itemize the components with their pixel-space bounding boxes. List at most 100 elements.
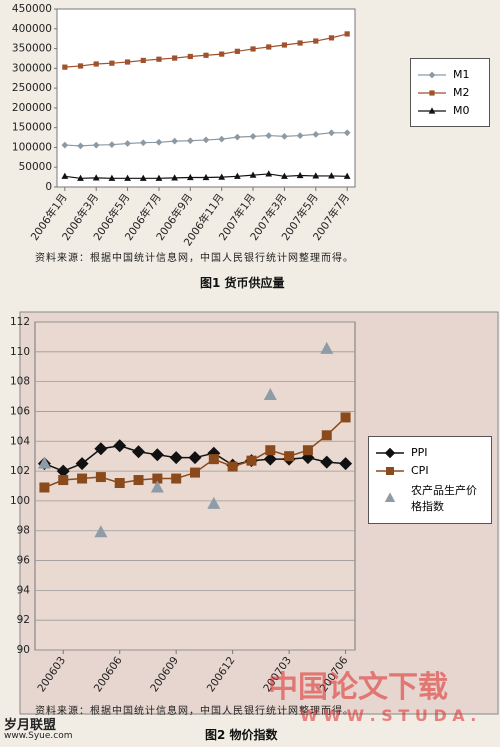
y-tick-label: 450000 — [12, 3, 52, 15]
plot-area — [56, 8, 356, 188]
y-tick-label: 108 — [10, 376, 30, 388]
marker — [62, 64, 68, 70]
watermark: www.Syue.com — [4, 731, 73, 741]
marker — [328, 172, 335, 179]
marker — [94, 525, 108, 538]
marker — [296, 171, 304, 179]
marker — [250, 46, 256, 52]
marker — [313, 38, 319, 44]
legend: M1 M2 M0 — [410, 58, 490, 127]
marker — [281, 42, 288, 48]
legend-item: M2 — [417, 86, 483, 99]
marker — [113, 439, 127, 453]
marker — [384, 447, 396, 458]
marker — [171, 137, 179, 145]
legend-label: M2 — [453, 86, 470, 99]
marker — [284, 451, 295, 462]
marker — [186, 137, 194, 145]
legend-swatch — [376, 466, 404, 475]
marker — [429, 89, 435, 96]
marker — [56, 464, 70, 478]
y-tick-label: 110 — [10, 346, 30, 358]
legend-swatch — [418, 89, 446, 96]
marker — [77, 473, 88, 484]
marker — [246, 455, 257, 466]
marker — [77, 174, 84, 181]
marker — [321, 430, 332, 441]
marker — [114, 478, 125, 489]
y-tick-label: 102 — [10, 465, 30, 477]
marker — [249, 132, 257, 140]
marker — [92, 174, 100, 181]
marker — [328, 129, 335, 137]
marker — [150, 480, 164, 493]
legend-swatch — [418, 106, 446, 114]
marker — [37, 456, 51, 469]
marker — [77, 63, 84, 69]
marker — [190, 467, 200, 478]
marker — [152, 473, 163, 484]
source-note: 资料来源：根据中国统计信息网，中国人民银行统计网整理而得。 — [35, 253, 354, 264]
y-tick-label: 50000 — [19, 161, 52, 173]
marker — [139, 139, 147, 147]
marker — [202, 173, 210, 181]
marker — [384, 492, 396, 502]
marker — [150, 448, 164, 462]
marker — [93, 61, 99, 67]
marker — [339, 457, 353, 471]
legend-label: M0 — [453, 104, 470, 117]
legend-item: PPI — [375, 446, 485, 459]
marker — [61, 172, 69, 179]
source-note: 资料来源：根据中国统计信息网，中国人民银行统计网整理而得。 — [35, 706, 354, 717]
marker — [171, 174, 179, 181]
marker — [266, 44, 272, 50]
marker — [296, 132, 304, 139]
marker — [428, 106, 436, 114]
marker — [227, 461, 238, 472]
marker — [281, 172, 288, 179]
legend-label: CPI — [411, 464, 429, 477]
marker — [124, 174, 131, 181]
marker — [140, 57, 146, 64]
legend-item: M1 — [417, 68, 483, 81]
marker — [156, 56, 162, 62]
legend-swatch — [418, 71, 446, 78]
plot-area — [34, 321, 356, 651]
marker — [312, 131, 320, 138]
y-tick-label: 400000 — [12, 23, 52, 35]
y-tick-label: 90 — [17, 644, 30, 656]
marker — [281, 132, 288, 140]
legend-label: M1 — [453, 68, 470, 81]
marker — [188, 451, 202, 465]
marker — [234, 48, 240, 54]
marker — [249, 171, 257, 178]
marker — [297, 40, 303, 46]
y-tick-label: 98 — [17, 525, 30, 537]
marker — [207, 496, 221, 509]
y-tick-label: 350000 — [12, 43, 52, 55]
y-tick-label: 200000 — [12, 102, 52, 114]
y-tick-label: 300000 — [12, 62, 52, 74]
marker — [92, 141, 100, 149]
marker — [172, 55, 178, 61]
marker — [108, 174, 116, 181]
marker — [132, 445, 146, 459]
y-tick-label: 112 — [10, 316, 30, 328]
marker — [312, 172, 320, 179]
marker — [109, 60, 115, 66]
marker — [187, 53, 193, 60]
marker — [265, 132, 273, 139]
legend-label: 农产品生产价格指数 — [411, 484, 477, 513]
marker — [202, 136, 210, 144]
marker — [320, 455, 334, 469]
marker — [263, 388, 277, 401]
y-tick-label: 104 — [10, 435, 30, 447]
marker — [169, 451, 183, 465]
marker — [171, 473, 182, 484]
marker — [58, 475, 69, 486]
marker — [133, 475, 144, 486]
y-tick-label: 0 — [45, 181, 52, 193]
marker — [343, 172, 351, 179]
